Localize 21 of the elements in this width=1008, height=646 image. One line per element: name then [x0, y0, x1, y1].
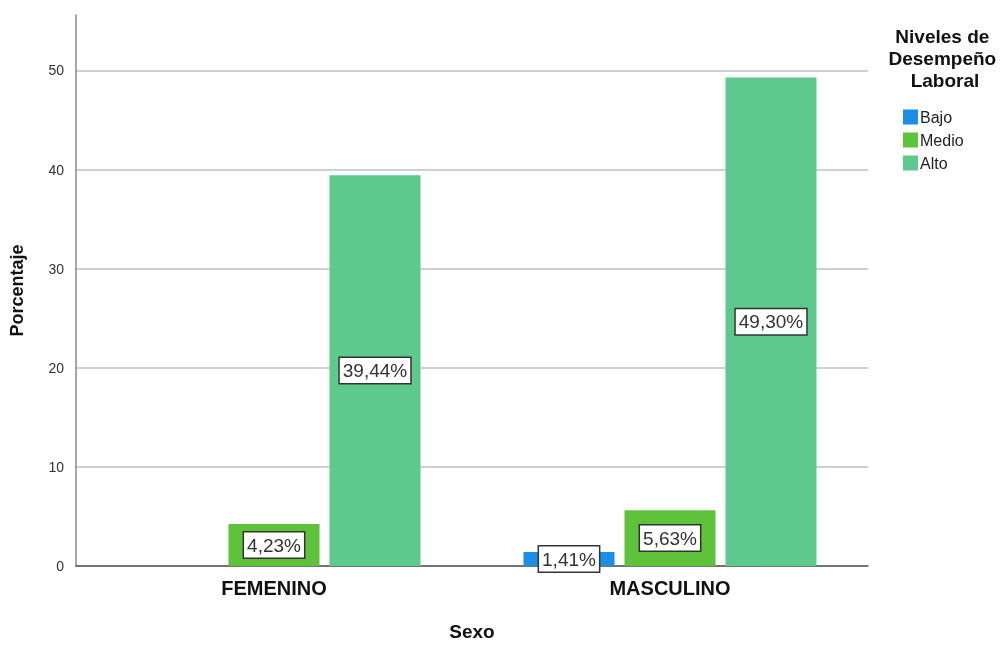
y-tick-label: 0: [56, 558, 65, 574]
data-label: 4,23%: [247, 534, 302, 556]
legend-label: Alto: [920, 154, 948, 172]
x-tick-label: MASCULINO: [609, 577, 731, 599]
data-label: 39,44%: [342, 360, 408, 382]
data-label: 1,41%: [542, 548, 597, 570]
legend-title: Niveles de Desempeño Laboral: [888, 25, 1002, 91]
y-axis-title: Porcentaje: [7, 244, 27, 337]
data-label: 49,30%: [738, 311, 804, 333]
bar: [329, 175, 421, 566]
y-tick-label: 20: [48, 359, 65, 376]
legend-label: Bajo: [920, 108, 953, 126]
y-tick-label: 10: [48, 458, 65, 475]
y-tick-label: 30: [48, 260, 65, 277]
x-tick-label: FEMENINO: [221, 577, 327, 599]
legend-label: Medio: [920, 131, 964, 149]
x-axis-title: Sexo: [449, 621, 495, 642]
y-tick-label: 50: [48, 62, 65, 79]
data-label: 5,63%: [643, 527, 698, 549]
bar: [725, 77, 817, 566]
y-tick-label: 40: [48, 161, 65, 178]
